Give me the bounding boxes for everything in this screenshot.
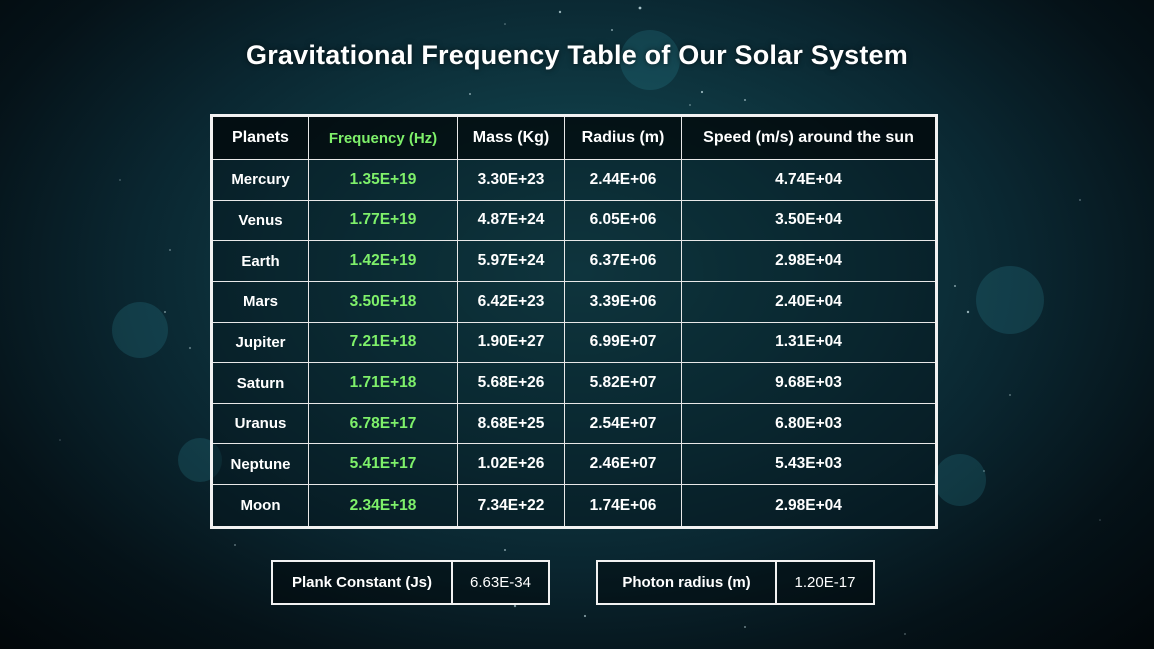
mass-cell: 6.42E+23 xyxy=(457,280,565,323)
plank-constant-label: Plank Constant (Js) xyxy=(273,562,453,603)
radius-cell: 6.05E+06 xyxy=(564,199,682,242)
planet-cell: Uranus xyxy=(211,402,309,445)
radius-cell: 2.46E+07 xyxy=(564,443,682,486)
table-row: Earth 1.42E+19 5.97E+24 6.37E+06 2.98E+0… xyxy=(211,240,937,282)
frequency-cell: 1.71E+18 xyxy=(308,362,458,404)
plank-constant-value: 6.63E-34 xyxy=(470,574,531,591)
header-speed: Speed (m/s) around the sun xyxy=(681,115,937,160)
frequency-cell: 5.41E+17 xyxy=(308,443,458,486)
photon-radius-box: Photon radius (m) 1.20E-17 xyxy=(596,560,875,605)
radius-cell: 1.74E+06 xyxy=(564,484,682,528)
table-row: Venus 1.77E+19 4.87E+24 6.05E+06 3.50E+0… xyxy=(211,199,937,242)
table-row: Saturn 1.71E+18 5.68E+26 5.82E+07 9.68E+… xyxy=(211,362,937,404)
frequency-cell: 6.78E+17 xyxy=(308,402,458,445)
radius-cell: 6.37E+06 xyxy=(564,240,682,282)
mass-cell: 7.34E+22 xyxy=(457,484,565,528)
mass-cell: 8.68E+25 xyxy=(457,402,565,445)
planet-cell: Saturn xyxy=(211,362,309,404)
speed-cell: 6.80E+03 xyxy=(681,402,937,445)
speed-cell: 2.40E+04 xyxy=(681,280,937,323)
mass-cell: 1.90E+27 xyxy=(457,321,565,364)
frequency-cell: 7.21E+18 xyxy=(308,321,458,364)
mass-cell: 3.30E+23 xyxy=(457,159,565,201)
plank-constant-box: Plank Constant (Js) 6.63E-34 xyxy=(271,560,550,605)
frequency-cell: 1.42E+19 xyxy=(308,240,458,282)
speed-cell: 4.74E+04 xyxy=(681,159,937,201)
speed-cell: 2.98E+04 xyxy=(681,484,937,528)
table-row: Moon 2.34E+18 7.34E+22 1.74E+06 2.98E+04 xyxy=(211,484,937,528)
planet-cell: Earth xyxy=(211,240,309,282)
frequency-cell: 1.77E+19 xyxy=(308,199,458,242)
frequency-table: Planets Frequency (Hz) Mass (Kg) Radius … xyxy=(210,114,938,529)
table-header-row: Planets Frequency (Hz) Mass (Kg) Radius … xyxy=(211,115,937,160)
planet-cell: Neptune xyxy=(211,443,309,486)
mass-cell: 4.87E+24 xyxy=(457,199,565,242)
radius-cell: 3.39E+06 xyxy=(564,280,682,323)
frequency-cell: 2.34E+18 xyxy=(308,484,458,528)
planet-cell: Moon xyxy=(211,484,309,528)
header-planets: Planets xyxy=(211,115,309,160)
frequency-cell: 3.50E+18 xyxy=(308,280,458,323)
radius-cell: 5.82E+07 xyxy=(564,362,682,404)
planet-cell: Mercury xyxy=(211,159,309,201)
header-mass: Mass (Kg) xyxy=(457,115,565,160)
header-radius: Radius (m) xyxy=(564,115,682,160)
planet-cell: Venus xyxy=(211,199,309,242)
mass-cell: 5.68E+26 xyxy=(457,362,565,404)
table-row: Neptune 5.41E+17 1.02E+26 2.46E+07 5.43E… xyxy=(211,443,937,486)
photon-radius-value: 1.20E-17 xyxy=(794,574,856,591)
radius-cell: 2.54E+07 xyxy=(564,402,682,445)
planet-cell: Mars xyxy=(211,280,309,323)
radius-cell: 2.44E+06 xyxy=(564,159,682,201)
mass-cell: 5.97E+24 xyxy=(457,240,565,282)
speed-cell: 1.31E+04 xyxy=(681,321,937,364)
photon-radius-label: Photon radius (m) xyxy=(598,562,777,603)
frequency-cell: 1.35E+19 xyxy=(308,159,458,201)
table-row: Mercury 1.35E+19 3.30E+23 2.44E+06 4.74E… xyxy=(211,159,937,201)
table-row: Uranus 6.78E+17 8.68E+25 2.54E+07 6.80E+… xyxy=(211,402,937,445)
table-row: Jupiter 7.21E+18 1.90E+27 6.99E+07 1.31E… xyxy=(211,321,937,364)
speed-cell: 2.98E+04 xyxy=(681,240,937,282)
radius-cell: 6.99E+07 xyxy=(564,321,682,364)
speed-cell: 9.68E+03 xyxy=(681,362,937,404)
page-title: Gravitational Frequency Table of Our Sol… xyxy=(246,40,908,70)
speed-cell: 3.50E+04 xyxy=(681,199,937,242)
header-frequency: Frequency (Hz) xyxy=(308,115,458,160)
table-row: Mars 3.50E+18 6.42E+23 3.39E+06 2.40E+04 xyxy=(211,280,937,323)
planet-cell: Jupiter xyxy=(211,321,309,364)
speed-cell: 5.43E+03 xyxy=(681,443,937,486)
mass-cell: 1.02E+26 xyxy=(457,443,565,486)
